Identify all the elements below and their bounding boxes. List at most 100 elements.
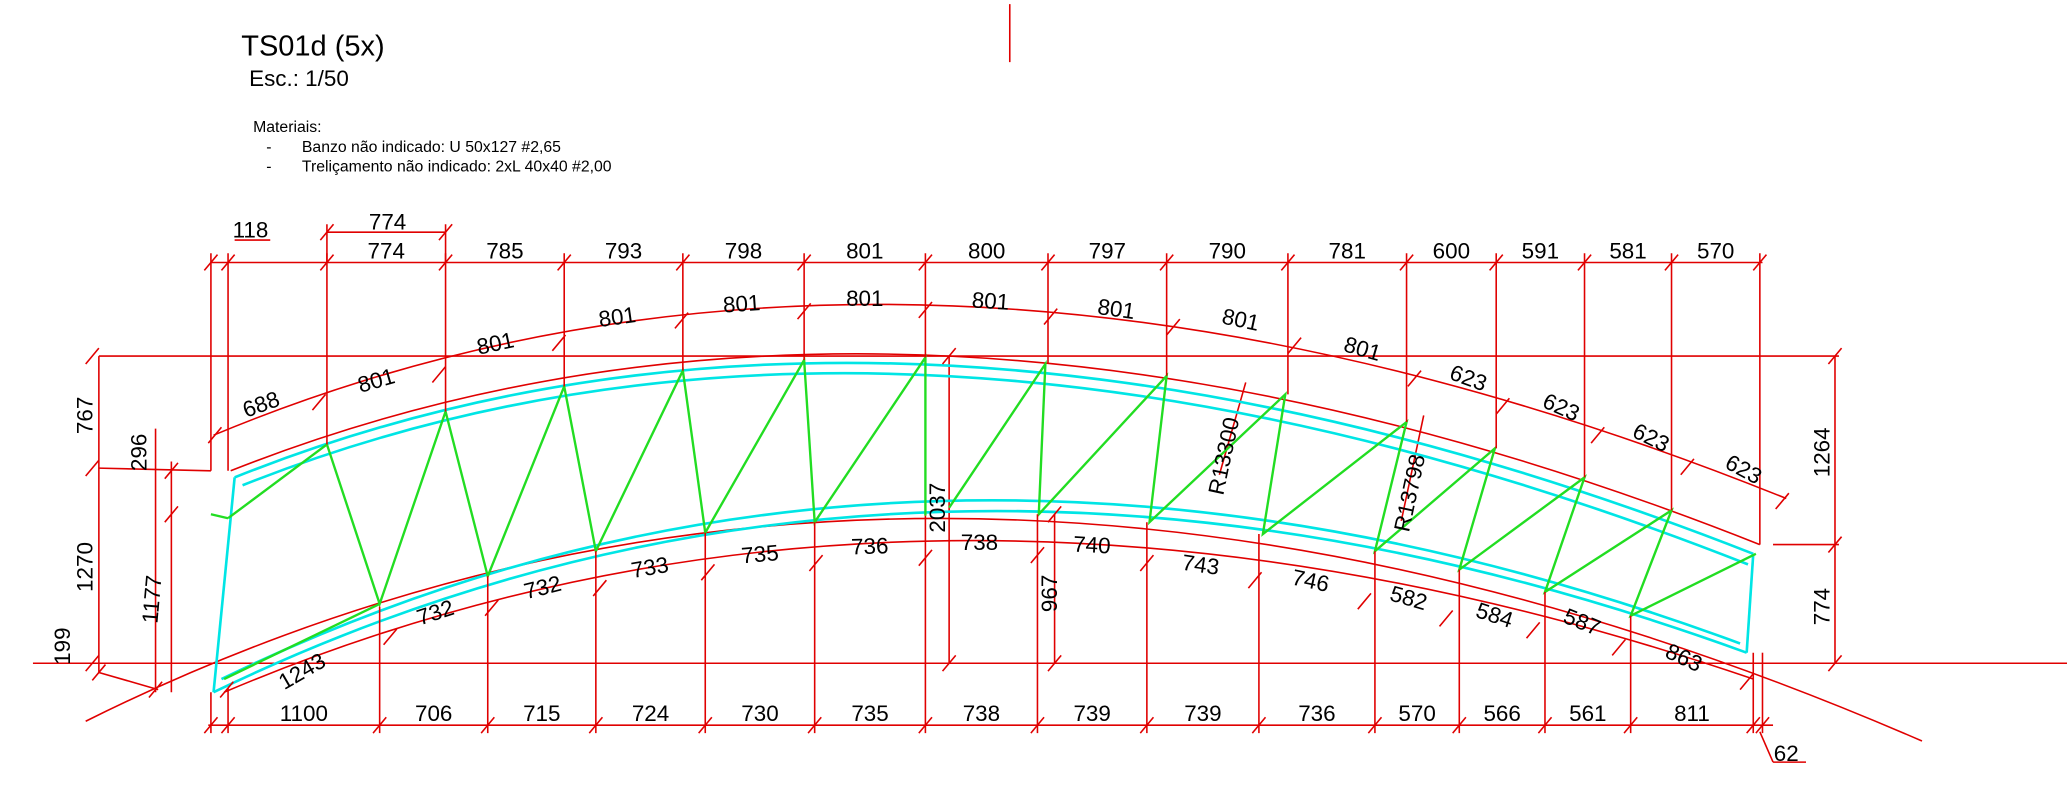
dimension-label: 801 <box>1341 332 1384 366</box>
dimension-label: 591 <box>1522 239 1559 264</box>
dimension-label: 774 <box>368 239 405 264</box>
dimension-tick <box>1357 592 1372 610</box>
dimension-label: 811 <box>1674 701 1710 726</box>
dimension-label: 967 <box>1037 575 1062 612</box>
dimension-label: 62 <box>1774 741 1799 766</box>
bottom-chord-dimension <box>223 539 1754 693</box>
dimension-label: 732 <box>414 595 457 630</box>
dimension-label: 566 <box>1483 701 1520 726</box>
dimension-label: 735 <box>740 540 779 568</box>
dimension-label: 785 <box>486 239 523 264</box>
dimension-label: 790 <box>1209 239 1246 264</box>
dimension-tick <box>91 664 107 681</box>
dimension-label: 623 <box>1539 388 1583 426</box>
dimension-label: 733 <box>629 552 670 583</box>
dimension-label: 688 <box>239 386 283 422</box>
scale: Esc.: 1/50 <box>249 66 349 91</box>
dimension-tick <box>1495 397 1510 415</box>
dimension-tick <box>1438 610 1454 627</box>
dimension-tick <box>1047 505 1062 523</box>
materials-heading: Materiais: <box>253 119 321 136</box>
dimension-label: 738 <box>961 530 998 555</box>
dimension-tick <box>808 554 824 572</box>
dimension-tick <box>1043 308 1058 325</box>
dimension-label: 584 <box>1473 598 1516 633</box>
dimension-label: 623 <box>1447 360 1491 396</box>
dimension-label: 587 <box>1560 603 1604 640</box>
top-chord <box>234 361 1754 556</box>
dimension-label: 296 <box>126 434 151 471</box>
dimension-label: 793 <box>605 239 642 264</box>
dimension-label: 623 <box>1629 418 1674 457</box>
dimension-label: 736 <box>851 533 889 559</box>
dimension-label: 801 <box>597 302 638 332</box>
dimension-tick <box>1827 536 1843 554</box>
dimension-tick <box>551 334 567 352</box>
dimension-label: 582 <box>1387 581 1430 615</box>
dimension-label: 706 <box>415 701 452 726</box>
dimension-label: 801 <box>846 286 883 311</box>
dimension-tick <box>1525 621 1541 639</box>
dimension-tick <box>1775 492 1790 510</box>
extension-line <box>98 671 159 691</box>
dimension-tick <box>1407 370 1422 387</box>
dimension-label: 1264 <box>1810 427 1835 477</box>
dimension-label: 797 <box>1089 239 1126 264</box>
dimension-label: 800 <box>968 239 1005 264</box>
dimension-tick <box>674 312 689 329</box>
dimension-label: 863 <box>1662 639 1706 677</box>
end-post <box>1745 553 1755 653</box>
dimension-label: 730 <box>741 701 778 726</box>
dimension-label: 774 <box>1810 588 1835 625</box>
dimension-label: 739 <box>1073 701 1110 726</box>
dimension-tick <box>918 301 933 319</box>
dimension-label: 1100 <box>280 701 328 726</box>
dimension-tick <box>1166 318 1181 336</box>
dimension-tick <box>85 459 100 477</box>
dimension-tick <box>85 654 100 672</box>
dimension-label: 801 <box>722 290 761 318</box>
dimension-label: 736 <box>1298 701 1335 726</box>
dimension-label: 735 <box>851 701 888 726</box>
dimension-label: 732 <box>521 571 563 604</box>
dimension-tick <box>148 681 163 699</box>
dimension-tick <box>1827 654 1843 672</box>
dimension-label: 1270 <box>72 542 97 592</box>
web <box>210 513 229 520</box>
end-post <box>212 477 236 693</box>
dimension-tick <box>941 654 957 672</box>
dimension-tick <box>1739 673 1754 691</box>
dimension-tick <box>164 505 179 523</box>
dimension-tick <box>1590 426 1605 444</box>
dimension-label: 715 <box>523 701 560 726</box>
dimension-tick <box>1611 639 1626 656</box>
dimension-label: 2037 <box>925 483 950 533</box>
dimension-tick <box>85 347 100 365</box>
dimension-tick <box>431 366 447 383</box>
dimension-label: 801 <box>1096 294 1137 324</box>
dimension-label: 1243 <box>274 648 330 695</box>
dimension-label: 570 <box>1697 239 1734 264</box>
bottom-chord-inner <box>220 499 1741 681</box>
dimension-label: 774 <box>369 210 406 235</box>
web <box>223 602 381 681</box>
radius-leader <box>1218 382 1247 475</box>
dimension-label: 199 <box>50 627 75 664</box>
dimension-label: 801 <box>1220 304 1262 336</box>
dimension-label: 118 <box>233 217 269 242</box>
material: Banzo não indicado: U 50x127 #2,65 <box>302 139 561 156</box>
dimension-tick <box>1827 347 1843 365</box>
web <box>948 359 1757 619</box>
leader <box>1759 731 1774 763</box>
dimension-tick <box>1047 654 1062 672</box>
dimension-tick <box>796 302 812 320</box>
dimension-label: 798 <box>725 239 762 264</box>
dimension-label: 581 <box>1609 239 1646 264</box>
dimension-label: 743 <box>1180 550 1221 580</box>
dimension-tick <box>941 347 957 365</box>
title: TS01d (5x) <box>241 31 384 63</box>
dimension-tick <box>700 563 716 581</box>
dimension-tick <box>219 681 234 699</box>
bullet: - <box>266 159 271 176</box>
